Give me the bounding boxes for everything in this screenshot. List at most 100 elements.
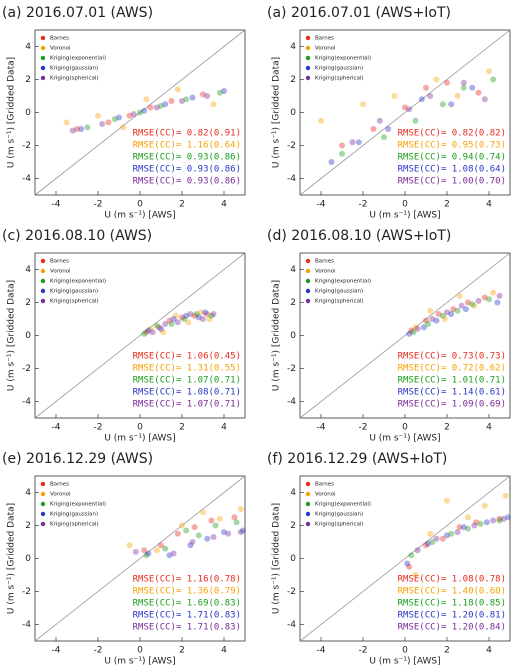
legend-marker [305,491,311,497]
y-tick-label: 2 [25,298,31,308]
point [444,309,450,316]
point [406,330,413,337]
legend-label: Barnes [50,482,69,488]
x-tick-label: -2 [94,646,103,656]
y-tick-label: 2 [290,298,296,308]
y-tick-label: 4 [25,488,31,498]
point [496,517,503,524]
point [225,530,232,537]
stat-label: RMSE(CC)= 0.94(0.74) [398,153,506,163]
point [179,97,185,104]
point [483,519,490,526]
legend-label: Voronoi [315,46,336,52]
y-tick-label: -2 [287,364,296,374]
y-tick-label: 4 [290,488,296,498]
point [63,119,70,126]
point [481,294,488,301]
point [216,515,223,522]
point [481,96,488,103]
point [450,306,457,313]
x-tick-label: 2 [444,646,450,656]
point [429,316,436,322]
point [360,101,366,108]
legend-marker [40,521,46,527]
x-tick-label: -4 [317,423,326,433]
x-tick-label: 2 [444,200,450,210]
point [465,525,471,532]
point [162,101,169,108]
point [412,117,419,124]
legend-label: Kriging(exponential) [50,502,106,508]
x-axis-label: U (m s⁻¹) [AWS] [104,434,175,444]
x-tick-label: 0 [402,646,408,656]
point [174,86,181,93]
point [469,84,476,91]
point [197,309,204,316]
x-tick-label: -4 [52,200,61,210]
point [404,560,411,567]
y-tick-label: 2 [290,521,296,531]
x-tick-label: 0 [402,200,408,210]
legend-label: Kriging(exponential) [50,279,106,285]
point [433,76,440,83]
point [84,124,91,131]
point [454,93,461,99]
stat-label: RMSE(CC)= 1.69(0.83) [133,599,241,609]
point [145,550,152,557]
x-tick-label: -2 [359,423,368,433]
point [162,545,169,552]
point [408,327,415,334]
legend-label: Voronoi [50,46,71,52]
point [183,312,190,319]
point [237,529,244,536]
y-tick-label: 4 [290,42,296,52]
x-tick-label: 2 [179,423,185,433]
point [318,117,324,124]
point [105,119,112,126]
point [206,316,213,322]
point [355,139,362,146]
point [465,514,471,521]
point [502,492,509,499]
point [116,114,122,121]
point [423,84,429,91]
y-tick-label: 0 [290,108,296,118]
point [328,159,335,165]
legend-marker [305,521,311,527]
x-tick-label: 4 [486,200,492,210]
legend-marker [305,268,311,274]
y-tick-label: -2 [287,587,296,597]
point [496,515,503,522]
legend-marker [40,258,46,264]
legend-label: Kriging(spherical) [50,299,99,305]
point [166,552,173,559]
x-tick-label: 4 [486,423,492,433]
point [189,539,196,545]
point [195,532,202,539]
point [427,93,434,99]
point [111,116,118,123]
legend-marker [305,511,311,517]
stat-label: RMSE(CC)= 1.07(0.71) [133,400,241,410]
point [237,506,244,512]
point [160,329,167,336]
y-tick-label: -4 [287,620,296,630]
point [153,322,160,329]
legend-label: Barnes [315,482,334,488]
legend-label: Kriging(gaussian) [50,66,98,72]
point [454,307,461,314]
point [339,150,345,157]
panel-title: (d) 2016.08.10 (AWS+IoT) [267,228,451,244]
point [490,289,497,296]
stat-label: RMSE(CC)= 1.08(0.64) [398,165,506,175]
y-axis-label: U (m s⁻¹) [Gridded Data] [272,503,282,614]
point [444,497,450,504]
point [147,325,154,332]
stat-label: RMSE(CC)= 1.20(0.84) [398,623,506,633]
stat-label: RMSE(CC)= 0.93(0.86) [133,177,241,187]
x-tick-label: -2 [94,423,103,433]
point [458,302,465,309]
point [149,329,156,336]
legend-marker [40,481,46,487]
point [200,91,206,98]
